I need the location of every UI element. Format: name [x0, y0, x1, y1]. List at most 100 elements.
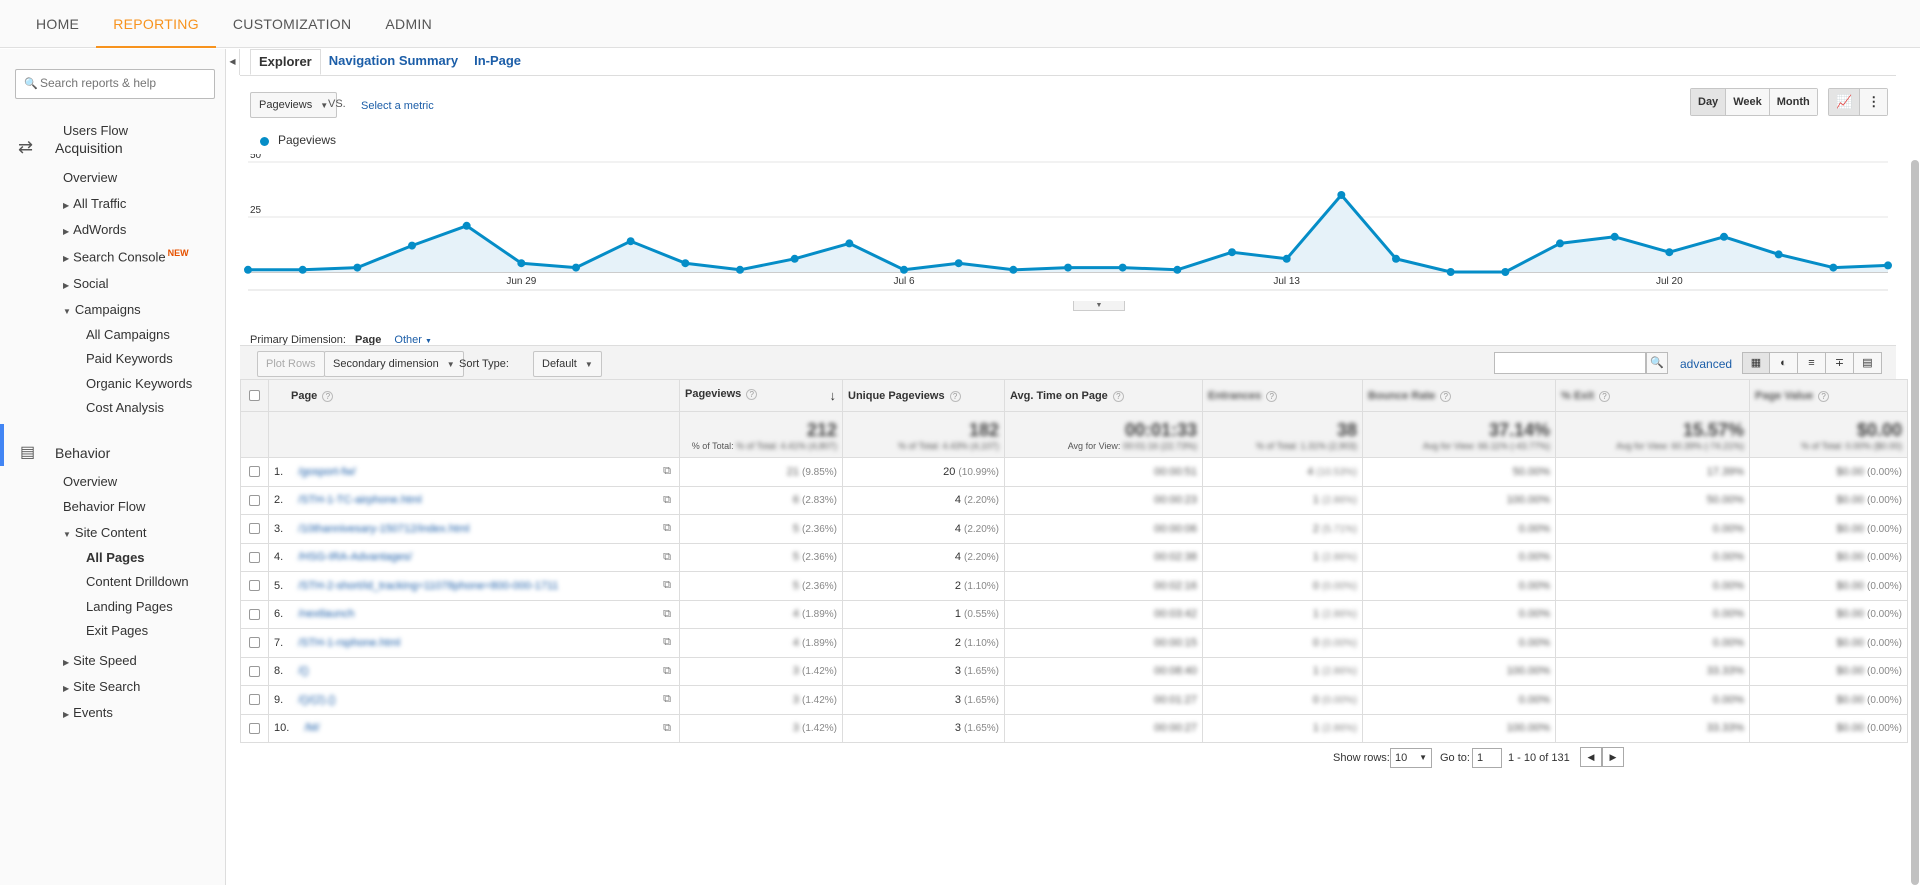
row-checkbox[interactable]: [249, 551, 260, 563]
sidebar-item-cost-analysis[interactable]: Cost Analysis: [86, 400, 165, 415]
line-chart-icon[interactable]: 📈: [1829, 89, 1860, 115]
help-icon[interactable]: ?: [746, 389, 758, 400]
open-page-icon[interactable]: ⧉: [663, 465, 671, 477]
page-link[interactable]: /STH-1-TC-airphone.html: [298, 494, 422, 507]
sidebar-item-adwords[interactable]: ▶ AdWords: [63, 222, 126, 237]
sidebar-item-acquisition[interactable]: Acquisition: [55, 140, 123, 156]
month-button[interactable]: Month: [1768, 89, 1817, 115]
select-all-checkbox[interactable]: [249, 390, 260, 402]
tab-admin[interactable]: ADMIN: [385, 16, 433, 32]
sidebar-item-content-drilldown[interactable]: Content Drilldown: [86, 574, 189, 589]
motion-chart-icon[interactable]: ⋮: [1859, 89, 1888, 115]
tab-reporting[interactable]: REPORTING: [96, 0, 216, 48]
sidebar-item-campaigns[interactable]: ▼ Campaigns: [63, 302, 141, 317]
row-checkbox[interactable]: [249, 637, 260, 649]
header-page-value[interactable]: Page Value?: [1749, 379, 1908, 412]
row-checkbox[interactable]: [249, 722, 260, 734]
page-link[interactable]: /()/(2).(): [298, 693, 336, 706]
row-checkbox[interactable]: [249, 466, 260, 478]
open-page-icon[interactable]: ⧉: [663, 550, 671, 563]
help-icon[interactable]: ?: [1440, 390, 1452, 402]
help-icon[interactable]: ?: [949, 390, 961, 402]
open-page-icon[interactable]: ⧉: [663, 579, 671, 591]
open-page-icon[interactable]: ⧉: [663, 493, 671, 506]
search-input[interactable]: [40, 76, 210, 90]
header-bounce-rate[interactable]: Bounce Rate?: [1362, 379, 1556, 412]
sidebar-item-all-traffic[interactable]: ▶ All Traffic: [63, 196, 126, 211]
sidebar-item-beh-overview[interactable]: Overview: [63, 474, 118, 489]
open-page-icon[interactable]: ⧉: [663, 664, 671, 677]
show-rows-dropdown[interactable]: 10 ▼: [1390, 748, 1432, 768]
header-entrances[interactable]: Entrances?: [1202, 379, 1363, 412]
sidebar-item-acq-overview[interactable]: Overview: [63, 170, 118, 185]
performance-view-icon[interactable]: ≡: [1797, 353, 1825, 373]
dimension-other-link[interactable]: Other ▼: [394, 334, 432, 346]
sidebar-item-social[interactable]: ▶ Social: [63, 276, 109, 291]
row-checkbox[interactable]: [249, 665, 260, 677]
tab-explorer[interactable]: Explorer: [250, 49, 321, 75]
dimension-page[interactable]: Page: [355, 334, 382, 346]
sidebar-item-exit-pages[interactable]: Exit Pages: [86, 623, 149, 638]
page-link[interactable]: /M/: [304, 722, 320, 735]
day-button[interactable]: Day: [1691, 89, 1726, 115]
help-icon[interactable]: ?: [1599, 390, 1611, 402]
sidebar-item-paid-keywords[interactable]: Paid Keywords: [86, 351, 173, 366]
open-page-icon[interactable]: ⧉: [663, 693, 671, 705]
pie-view-icon[interactable]: ◐: [1769, 353, 1797, 373]
header-pageviews[interactable]: Pageviews? ↓: [679, 379, 843, 412]
tab-navigation-summary[interactable]: Navigation Summary: [328, 53, 459, 68]
help-icon[interactable]: ?: [1266, 390, 1278, 402]
row-checkbox[interactable]: [249, 694, 260, 706]
previous-page-icon[interactable]: ◀: [1580, 747, 1602, 767]
sidebar-item-events[interactable]: ▶ Events: [63, 705, 113, 720]
pivot-view-icon[interactable]: ▤: [1853, 353, 1881, 373]
sidebar-item-site-search[interactable]: ▶ Site Search: [63, 679, 140, 694]
sidebar-item-landing-pages[interactable]: Landing Pages: [86, 599, 173, 614]
comparison-view-icon[interactable]: ∓: [1825, 353, 1853, 373]
help-icon[interactable]: ?: [322, 390, 334, 402]
page-link[interactable]: /10thannivesary-150712/index.html: [298, 522, 470, 535]
sort-type-dropdown[interactable]: Default ▼: [533, 351, 602, 377]
row-checkbox[interactable]: [249, 494, 260, 506]
advanced-filter-link[interactable]: advanced: [1680, 357, 1733, 371]
table-filter-input[interactable]: [1494, 352, 1646, 374]
plot-rows-button[interactable]: Plot Rows: [257, 351, 325, 377]
sidebar-item-site-content[interactable]: ▼ Site Content: [63, 525, 146, 540]
next-page-icon[interactable]: ▶: [1602, 747, 1624, 767]
header-exit[interactable]: % Exit?: [1555, 379, 1750, 412]
sidebar-item-behavior[interactable]: Behavior: [55, 445, 111, 461]
sidebar-item-users-flow[interactable]: Users Flow: [63, 123, 129, 138]
sidebar-item-all-pages[interactable]: All Pages: [86, 550, 145, 565]
page-link[interactable]: /nextlaunch: [298, 608, 355, 621]
open-page-icon[interactable]: ⧉: [663, 721, 671, 734]
row-checkbox[interactable]: [249, 608, 260, 620]
header-unique-pageviews[interactable]: Unique Pageviews?: [842, 379, 1005, 412]
tab-home[interactable]: HOME: [36, 16, 80, 32]
header-page[interactable]: Page?: [268, 379, 680, 412]
header-avg-time[interactable]: Avg. Time on Page?: [1004, 379, 1203, 412]
chart-resize-handle[interactable]: ▼: [1073, 301, 1125, 311]
search-icon[interactable]: 🔍: [1646, 352, 1668, 374]
sidebar-item-all-campaigns[interactable]: All Campaigns: [86, 327, 170, 342]
collapse-sidebar-button[interactable]: ◀: [226, 49, 240, 75]
row-checkbox[interactable]: [249, 523, 260, 535]
sidebar-item-behavior-flow[interactable]: Behavior Flow: [63, 499, 146, 514]
tab-customization[interactable]: CUSTOMIZATION: [232, 16, 352, 32]
metric-dropdown[interactable]: Pageviews ▼: [250, 92, 338, 118]
week-button[interactable]: Week: [1725, 89, 1769, 115]
search-reports-field[interactable]: 🔍: [15, 69, 215, 99]
help-icon[interactable]: ?: [1112, 390, 1124, 402]
page-link[interactable]: /(): [298, 665, 309, 678]
open-page-icon[interactable]: ⧉: [663, 636, 671, 648]
open-page-icon[interactable]: ⧉: [663, 607, 671, 620]
select-metric-link[interactable]: Select a metric: [361, 100, 434, 112]
open-page-icon[interactable]: ⧉: [663, 522, 671, 534]
sidebar-item-site-speed[interactable]: ▶ Site Speed: [63, 653, 137, 668]
page-scrollbar[interactable]: [1911, 160, 1919, 885]
page-link[interactable]: /STH-1-rsphone.html: [298, 636, 401, 649]
page-link[interactable]: /gosport-fw/: [298, 465, 356, 478]
page-link[interactable]: /HSG-IRA-Advantages/: [298, 551, 412, 564]
page-link[interactable]: /STH-2-short/id_tracking=11078phone=800-…: [298, 579, 559, 592]
sidebar-item-search-console[interactable]: ▶ Search Console NEW: [63, 248, 189, 264]
table-view-icon[interactable]: ▦: [1743, 353, 1769, 373]
